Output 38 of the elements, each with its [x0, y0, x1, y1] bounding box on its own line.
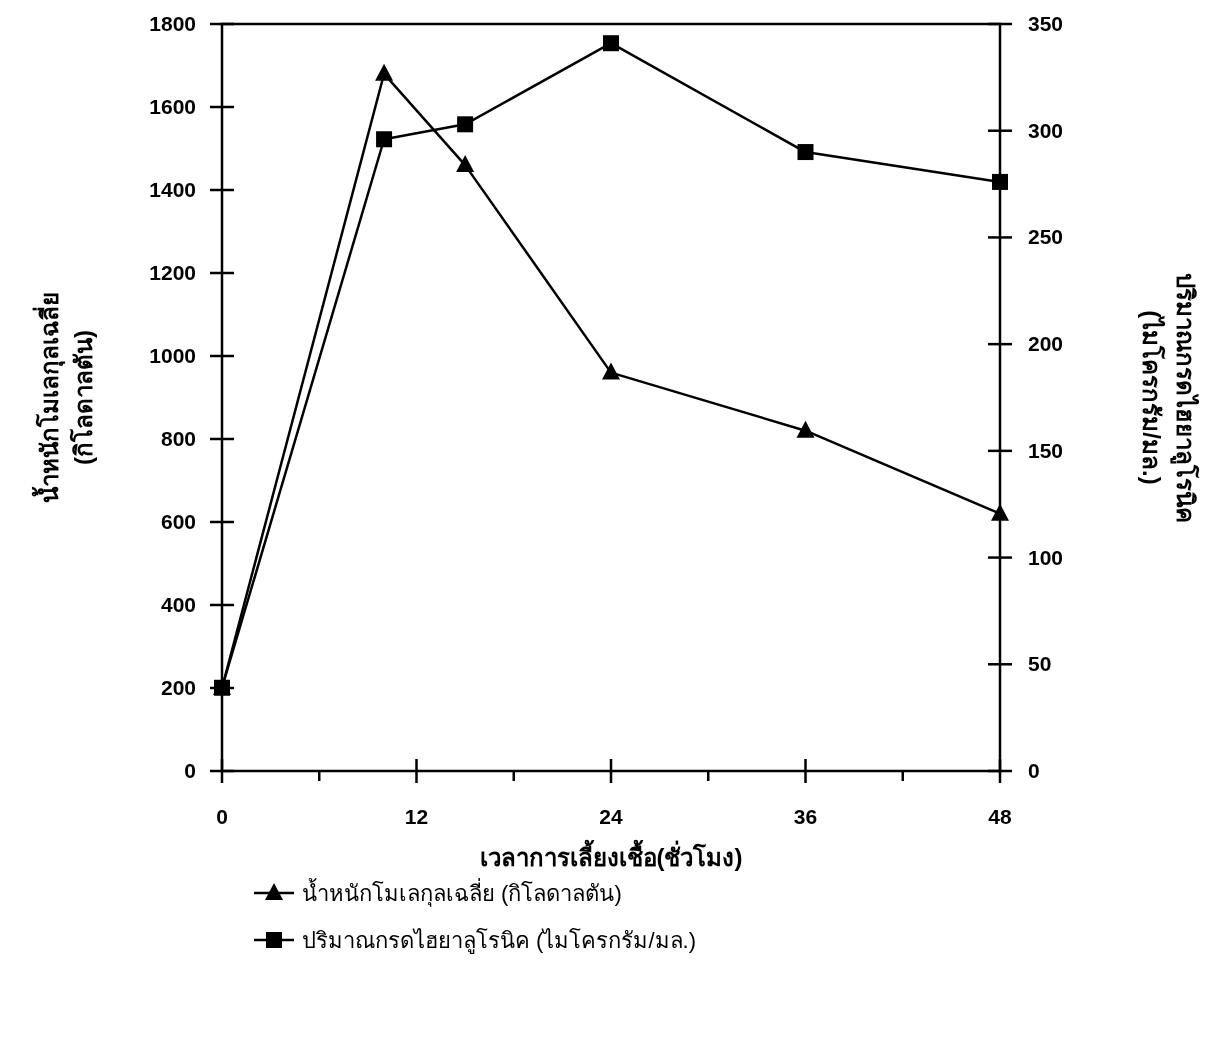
y-tick-label: 200	[160, 676, 196, 699]
x-axis-title: เวลาการเลี้ยงเชื้อ(ชั่วโมง)	[479, 839, 743, 871]
y2-tick-label: 300	[1028, 118, 1064, 142]
y-tick-label: 800	[160, 427, 196, 450]
y2-tick-label: 150	[1028, 438, 1064, 462]
y2-tick-label: 200	[1028, 332, 1064, 356]
point	[376, 131, 393, 148]
y2-tick-label: 100	[1028, 545, 1064, 569]
y-tick-label: 0	[184, 759, 196, 782]
y2-tick-label: 250	[1028, 225, 1064, 249]
x-tick-label: 0	[216, 805, 228, 828]
y-tick-label: 1000	[149, 344, 196, 367]
y-tick-label: 400	[160, 593, 196, 616]
y-tick-label: 1200	[149, 261, 196, 284]
x-tick-label: 48	[988, 805, 1012, 828]
x-tick-label: 12	[404, 805, 429, 828]
y2-tick-label: 0	[1028, 759, 1040, 782]
y-tick-label: 1400	[149, 178, 196, 201]
point	[603, 35, 619, 52]
point	[602, 362, 620, 380]
legend-label: น้ำหนักโมเลกุลเฉลี่ย (กิโลดาลตัน)	[302, 878, 622, 907]
y2-axis-title: ปริมาณกรดไฮยาลูโรนิค (ไมโครกรัม/มล.)	[1138, 272, 1200, 523]
point	[991, 503, 1009, 521]
x-tick-label: 36	[793, 805, 818, 828]
point	[796, 420, 815, 438]
y-tick-label: 1800	[149, 12, 196, 35]
point	[797, 144, 814, 161]
y2-tick-label: 350	[1028, 12, 1064, 35]
point	[456, 155, 475, 173]
y-axis-title: น้ำหนักโมเลกุลเฉลี่ย (กิโลดาลตัน)	[31, 292, 97, 503]
y-tick-label: 1600	[149, 95, 196, 118]
legend-label: ปริมาณกรดไฮยาลูโรนิค (ไมโครกรัม/มล.)	[302, 928, 696, 954]
point	[375, 63, 394, 81]
x-tick-label: 24	[599, 805, 623, 828]
y2-tick-label: 50	[1028, 652, 1052, 676]
point	[457, 116, 474, 133]
point	[992, 173, 1008, 190]
y-tick-label: 600	[160, 510, 196, 533]
